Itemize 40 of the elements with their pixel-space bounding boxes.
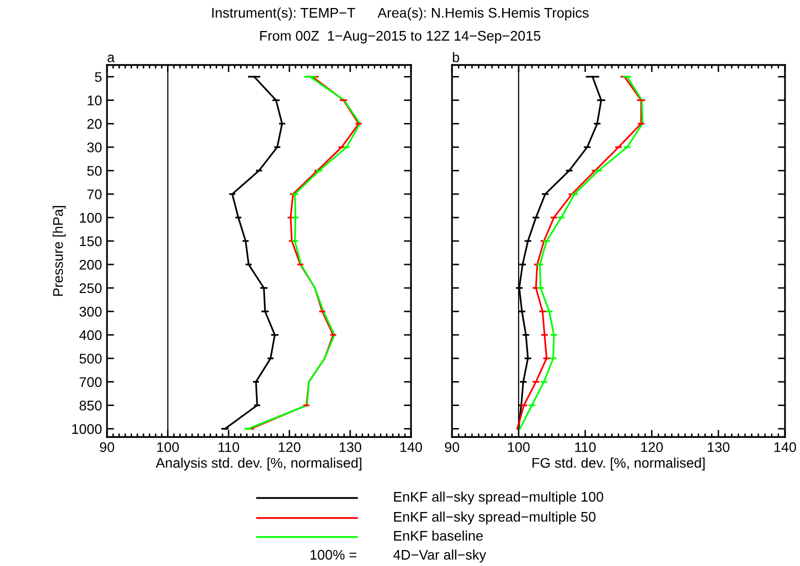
x-tick-label: 90 (100, 442, 114, 452)
y-tick-label: 10 (88, 96, 102, 106)
y-tick-label: 30 (87, 142, 102, 152)
x-tick-label: 110 (575, 442, 596, 452)
text: 4D−Var all−sky (393, 550, 486, 562)
x-tick-label: 100 (508, 442, 530, 452)
x-tick-label: 130 (708, 442, 730, 452)
chart-title: a (108, 54, 115, 62)
x-tick-label: 140 (774, 442, 796, 452)
y-tick-label: 400 (79, 330, 102, 340)
x-tick-label: 120 (278, 442, 300, 452)
y-tick-label: 50 (87, 166, 102, 176)
x-tick-label: 120 (641, 442, 663, 452)
x-tick-label: 100 (157, 442, 179, 452)
y-tick-label: 100 (80, 212, 102, 223)
y-tick-label: 70 (87, 189, 102, 200)
y-tick-label: 150 (80, 236, 102, 246)
y-tick-label: 500 (80, 354, 102, 364)
y-axis-title: Pressure [hPa] (52, 206, 66, 296)
x-tick-label: 110 (218, 442, 240, 452)
y-tick-label: 5 (94, 72, 102, 82)
text: EnKF all−sky spread−multiple 50 (394, 512, 596, 524)
y-tick-label: 20 (87, 119, 102, 129)
x-tick-label: 90 (444, 442, 460, 452)
y-tick-label: 300 (80, 306, 102, 317)
text: 100% = (310, 550, 356, 560)
x-tick-label: 130 (340, 442, 362, 452)
chart-title: b (452, 52, 460, 62)
y-tick-label: 700 (80, 377, 102, 388)
x-axis-title: Analysis std. dev. [%, normalised] (156, 458, 362, 471)
y-tick-label: 200 (80, 260, 102, 270)
text: EnKF baseline (394, 530, 483, 541)
text: Instrument(s): TEMP−T Area(s): N.Hemis S.Hemis Tropics (212, 8, 589, 20)
y-tick-label: 850 (80, 400, 102, 410)
x-axis-title: FG std. dev. [%, normalised] (532, 458, 705, 471)
text: EnKF all−sky spread−multiple 100 (394, 492, 604, 504)
y-tick-label: 1000 (72, 424, 102, 434)
x-tick-label: 140 (400, 442, 422, 452)
y-tick-label: 250 (80, 283, 102, 294)
text: From 00Z 1−Aug−2015 to 12Z 14−Sep−2015 (260, 30, 540, 44)
